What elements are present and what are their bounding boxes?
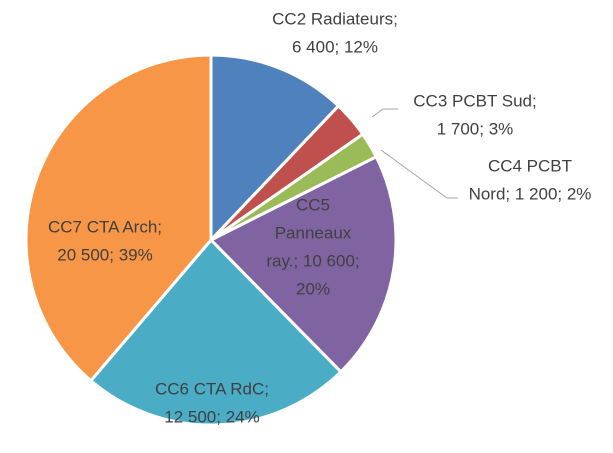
leader-line (380, 149, 458, 199)
data-label: Panneaux (275, 223, 352, 242)
pie-slice (24, 53, 213, 383)
pie-slice (89, 238, 343, 427)
data-label: CC2 Radiateurs; (272, 9, 398, 28)
data-label: CC3 PCBT Sud; (413, 91, 536, 110)
data-label: CC4 PCBT (488, 156, 572, 175)
data-label: 6 400; 12% (292, 37, 378, 56)
data-label: 20 500; 39% (57, 245, 152, 264)
pie (24, 53, 398, 427)
pie-slice (209, 53, 340, 242)
data-label: 20% (296, 279, 330, 298)
data-label: CC7 CTA Arch; (48, 217, 162, 236)
data-label: 12 500; 24% (164, 407, 259, 426)
data-label: Nord; 1 200; 2% (469, 184, 592, 203)
data-label: CC5 (296, 195, 330, 214)
data-labels: CC2 Radiateurs; 6 400; 12% CC3 PCBT Sud; 1 … (48, 9, 591, 426)
data-label: ray.; 10 600; (266, 251, 359, 270)
data-label: CC6 CTA RdC; (155, 379, 269, 398)
leader-line (371, 108, 398, 118)
pie-slice (209, 155, 398, 374)
data-label: 1 700; 3% (437, 119, 514, 138)
